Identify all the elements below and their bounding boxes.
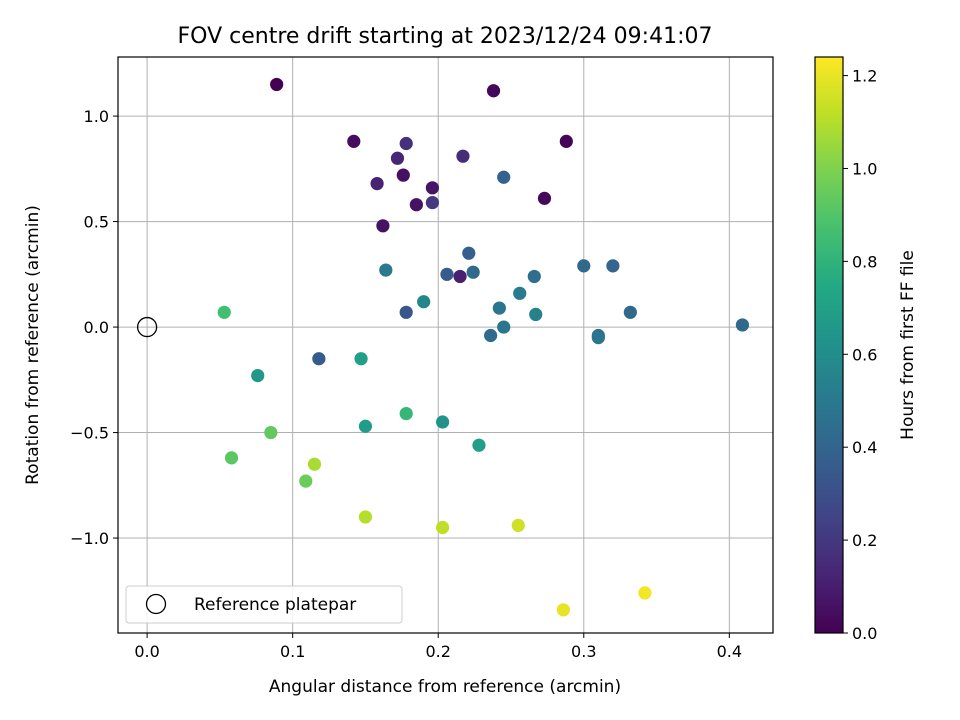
data-point xyxy=(390,151,405,165)
x-axis-ticks: 0.0 0.1 0.2 0.3 0.4 xyxy=(134,633,742,661)
data-point xyxy=(399,406,413,421)
legend: Reference platepar xyxy=(125,585,403,624)
data-point xyxy=(497,170,511,184)
y-tick-label: −1.0 xyxy=(70,529,109,548)
data-point xyxy=(484,328,498,343)
y-axis-ticks: −1.0 −0.5 0.0 0.5 1.0 xyxy=(70,107,118,548)
data-point xyxy=(513,286,527,300)
data-point xyxy=(312,352,326,366)
plot-frame xyxy=(117,56,774,634)
colorbar-tick-label: 0.6 xyxy=(852,345,877,364)
data-point xyxy=(638,586,652,600)
data-point xyxy=(435,415,450,429)
data-point xyxy=(511,518,525,532)
data-point xyxy=(537,191,552,205)
data-point xyxy=(264,425,278,440)
data-point xyxy=(217,305,231,319)
legend-box xyxy=(125,585,403,624)
data-point xyxy=(529,307,543,322)
legend-marker-icon xyxy=(145,593,167,615)
data-point xyxy=(466,265,480,279)
colorbar-tick-label: 1.2 xyxy=(852,67,877,86)
data-point xyxy=(409,198,423,212)
data-point xyxy=(623,305,637,319)
colorbar-label: Hours from first FF file xyxy=(898,250,918,440)
data-point xyxy=(559,134,573,148)
data-point xyxy=(425,195,439,210)
data-point xyxy=(456,149,470,163)
colorbar-tick-label: 0.0 xyxy=(852,624,877,643)
y-tick-label: 1.0 xyxy=(84,107,109,126)
data-point xyxy=(735,318,750,332)
colorbar-tick-label: 0.8 xyxy=(852,252,877,271)
chart-title: FOV centre drift starting at 2023/12/24 … xyxy=(178,24,713,49)
data-point xyxy=(379,263,393,277)
x-tick-label: 0.1 xyxy=(280,642,305,661)
y-tick-label: −0.5 xyxy=(70,424,109,443)
data-point xyxy=(358,419,373,433)
data-points xyxy=(217,77,750,617)
x-tick-label: 0.4 xyxy=(717,642,742,661)
data-point xyxy=(299,474,313,488)
y-tick-label: 0.0 xyxy=(84,318,109,337)
data-point xyxy=(376,219,390,233)
data-point xyxy=(497,320,511,334)
y-tick-label: 0.5 xyxy=(84,213,109,232)
colorbar-tick-label: 0.4 xyxy=(852,438,877,457)
data-point xyxy=(462,246,476,260)
data-point xyxy=(440,267,454,281)
reference-platepar-marker xyxy=(136,316,158,338)
x-tick-label: 0.3 xyxy=(571,642,596,661)
data-point xyxy=(417,295,431,309)
data-point xyxy=(358,510,373,524)
data-point xyxy=(606,259,620,273)
y-axis-label: Rotation from reference (arcmin) xyxy=(23,205,43,485)
data-point xyxy=(492,301,506,315)
data-point xyxy=(396,168,410,182)
data-point xyxy=(453,269,467,284)
data-point xyxy=(591,331,605,345)
data-point xyxy=(577,259,591,273)
data-point xyxy=(556,603,571,617)
data-point xyxy=(347,134,361,148)
data-point xyxy=(354,352,368,366)
colorbar-tick-label: 1.0 xyxy=(852,159,877,178)
x-axis-label: Angular distance from reference (arcmin) xyxy=(269,677,621,697)
x-tick-label: 0.0 xyxy=(134,642,159,661)
colorbar-frame xyxy=(814,56,844,634)
colorbar-gradient xyxy=(815,57,843,633)
reference-marker xyxy=(136,316,158,338)
data-point xyxy=(486,84,501,98)
data-point xyxy=(270,77,284,92)
data-point xyxy=(472,438,486,452)
data-point xyxy=(425,181,439,195)
data-point xyxy=(251,368,265,383)
data-point xyxy=(527,269,541,284)
colorbar-ticks: 0.0 0.2 0.4 0.6 0.8 1.0 1.2 xyxy=(843,67,877,643)
colorbar-tick-label: 0.2 xyxy=(852,531,877,550)
data-point xyxy=(435,520,450,535)
x-tick-label: 0.2 xyxy=(425,642,450,661)
data-point xyxy=(399,305,413,319)
data-point xyxy=(399,136,413,151)
data-point xyxy=(370,176,384,191)
grid-lines xyxy=(118,57,773,633)
data-point xyxy=(307,457,322,471)
data-point xyxy=(224,451,239,465)
legend-label: Reference platepar xyxy=(194,595,356,615)
